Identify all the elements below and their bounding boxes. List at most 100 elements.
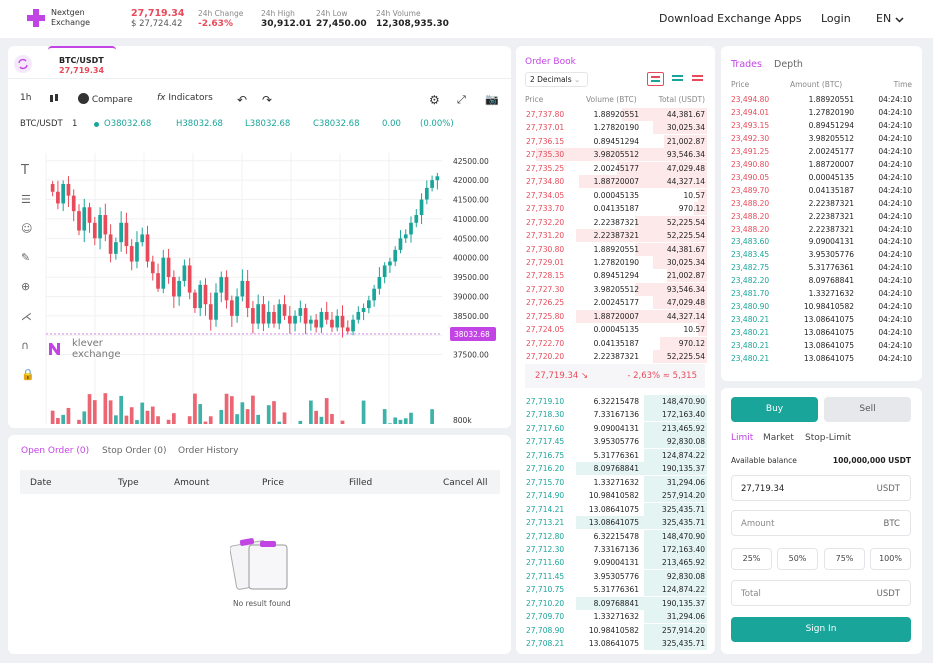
ask-row[interactable]: 27,732.20 2.22387321 52,225.54 [516,215,715,230]
amount-input[interactable]: Amount BTC [731,510,911,536]
candle-body [98,215,102,239]
ask-row[interactable]: 27,737.01 1.27820190 30,025.34 [516,121,715,135]
bid-depth-bar [644,529,707,543]
brand-name[interactable]: Nextgen Exchange [51,8,90,28]
buy-tab-button[interactable]: Buy [731,397,818,422]
compare-button[interactable]: Compare [78,93,133,105]
bid-row[interactable]: 27,711.60 9.09004131 213,465.92 [516,556,715,570]
bid-row[interactable]: 27,719.10 6.32215478 148,470.90 [516,395,715,409]
tab-limit[interactable]: Limit [731,433,754,443]
ask-row[interactable]: 27,720.20 2.22387321 52,225.54 [516,350,715,364]
bid-row[interactable]: 27,711.45 3.95305776 92,830.08 [516,569,715,584]
ask-row[interactable]: 27,725.80 1.88720007 44,327.14 [516,309,715,324]
tab-order-history[interactable]: Order History [178,446,239,456]
sliders-tool-icon[interactable]: ☰ [21,193,31,206]
bid-row[interactable]: 27,710.20 8.09768841 190,135.37 [516,596,715,611]
bid-row[interactable]: 27,713.21 13.08641075 325,435.71 [516,516,715,530]
emoji-tool-icon[interactable]: ☺ [21,222,33,235]
bid-total: 325,435.71 [662,518,705,528]
bid-row[interactable]: 27,718.30 7.33167136 172,163.40 [516,408,715,422]
ask-row[interactable]: 27,726.25 2.00245177 47,029.48 [516,296,715,310]
bid-row[interactable]: 27,716.20 8.09768841 190,135.37 [516,462,715,476]
magnet-tool-icon[interactable]: ∩ [21,339,30,352]
ask-row[interactable]: 27,737.80 1.88920551 44,381.67 [516,108,715,122]
lock-tool-icon[interactable]: 🔒 [21,368,35,381]
share-tool-icon[interactable]: ⋌ [21,310,32,323]
bid-row[interactable]: 27,708.21 13.08641075 325,435.71 [516,637,715,651]
bid-row[interactable]: 27,714.21 13.08641075 325,435.71 [516,502,715,517]
pct-100-button[interactable]: 100% [870,548,911,570]
interval-button[interactable]: 1h [20,93,32,103]
ask-row[interactable]: 27,734.80 1.88720007 44,327.14 [516,175,715,189]
ask-row[interactable]: 27,731.20 2.22387321 52,225.54 [516,229,715,243]
indicators-button[interactable]: fx Indicators [157,93,213,103]
ruler-tool-icon[interactable]: ✎ [21,251,31,264]
bid-row[interactable]: 27,716.75 5.31776361 124,874.22 [516,448,715,463]
tab-stop-limit[interactable]: Stop-Limit [805,433,852,443]
ask-row[interactable]: 27,729.01 1.27820190 30,025.34 [516,255,715,270]
ask-row[interactable]: 27,730.80 1.88920551 44,381.67 [516,242,715,257]
language-select[interactable]: EN [876,12,904,25]
decimals-select[interactable]: 2 Decimals ⌄ [525,72,588,87]
settings-icon[interactable]: ⚙ [429,93,440,107]
pair-tab[interactable]: BTC/USDT 27,719.34 [48,46,116,78]
bid-depth-bar [575,516,707,530]
last-price: 27,719.34 [131,8,185,19]
candle-type-icon[interactable] [48,93,60,104]
tab-trades[interactable]: Trades [731,59,762,70]
text-tool-icon[interactable]: T [21,163,29,178]
sell-tab-button[interactable]: Sell [824,397,911,422]
tab-stop-order[interactable]: Stop Order (0) [102,446,167,456]
candle-body [219,277,224,293]
tab-depth[interactable]: Depth [774,59,803,70]
ask-row[interactable]: 27,733.70 0.04135187 970.12 [516,202,715,216]
volume-label: 24h Volume [376,9,421,18]
camera-icon[interactable]: 📷 [485,93,499,106]
ask-total: 93,546.34 [666,150,705,160]
ask-price: 27,722.70 [526,338,565,348]
total-input[interactable]: Total USDT [731,580,911,606]
ask-volume: 2.22387321 [593,231,639,241]
bid-row[interactable]: 27,712.30 7.33167136 172,163.40 [516,542,715,557]
download-apps-link[interactable]: Download Exchange Apps [659,12,802,25]
ask-total: 44,381.67 [666,244,705,254]
price-chart[interactable]: 42500.00 42000.00 41500.00 41000.00 40500.00… [38,149,508,424]
swap-pair-icon[interactable] [14,55,32,73]
trade-amount: 9.09004131 [808,237,854,247]
ask-row[interactable]: 27,735.30 3.98205512 93,546.34 [516,148,715,162]
bid-row[interactable]: 27,709.70 1.33271632 31,294.06 [516,610,715,624]
bid-row[interactable]: 27,710.75 5.31776361 124,874.22 [516,583,715,597]
ask-row[interactable]: 27,727.30 3.98205512 93,546.34 [516,282,715,297]
tab-market[interactable]: Market [763,433,794,443]
ask-row[interactable]: 27,724.05 0.00045135 10.57 [516,323,715,337]
bid-row[interactable]: 27,717.60 9.09004131 213,465.92 [516,421,715,436]
ask-row[interactable]: 27,722.70 0.04135187 970.12 [516,336,715,351]
fullscreen-icon[interactable]: ⤢ [457,93,466,106]
pct-75-button[interactable]: 75% [824,548,865,570]
cancel-all-button[interactable]: Cancel All [443,478,488,488]
bid-row[interactable]: 27,708.90 10.98410582 257,914.20 [516,623,715,638]
redo-icon[interactable]: ↷ [262,93,273,107]
bid-row[interactable]: 27,714.90 10.98410582 257,914.20 [516,489,715,503]
price-input[interactable]: 27,719.34 USDT [731,475,911,501]
view-both-icon[interactable] [647,72,664,86]
ask-row[interactable]: 27,728.15 0.89451294 21,002.87 [516,269,715,283]
pct-50-button[interactable]: 50% [777,548,818,570]
zoom-tool-icon[interactable]: ⊕ [21,280,31,293]
view-bids-icon[interactable] [669,72,686,86]
ask-row[interactable]: 27,735.25 2.00245177 47,029.48 [516,161,715,176]
pct-25-button[interactable]: 25% [731,548,772,570]
sign-in-button[interactable]: Sign In [731,617,911,642]
bid-row[interactable]: 27,717.45 3.95305776 92,830.08 [516,435,715,449]
bid-total: 92,830.08 [666,571,705,581]
tab-open-order[interactable]: Open Order (0) [21,446,90,456]
login-link[interactable]: Login [821,12,851,25]
ask-row[interactable]: 27,736.15 0.89451294 21,002.87 [516,134,715,149]
trade-price: 23,489.70 [731,185,770,195]
ask-row[interactable]: 27,734.05 0.00045135 10.57 [516,188,715,203]
bid-row[interactable]: 27,712.80 6.32215478 148,470.90 [516,529,715,544]
undo-icon[interactable]: ↶ [237,93,248,107]
bid-row[interactable]: 27,715.70 1.33271632 31,294.06 [516,475,715,490]
trade-time: 04:24:10 [878,328,912,338]
view-asks-icon[interactable] [689,72,706,86]
